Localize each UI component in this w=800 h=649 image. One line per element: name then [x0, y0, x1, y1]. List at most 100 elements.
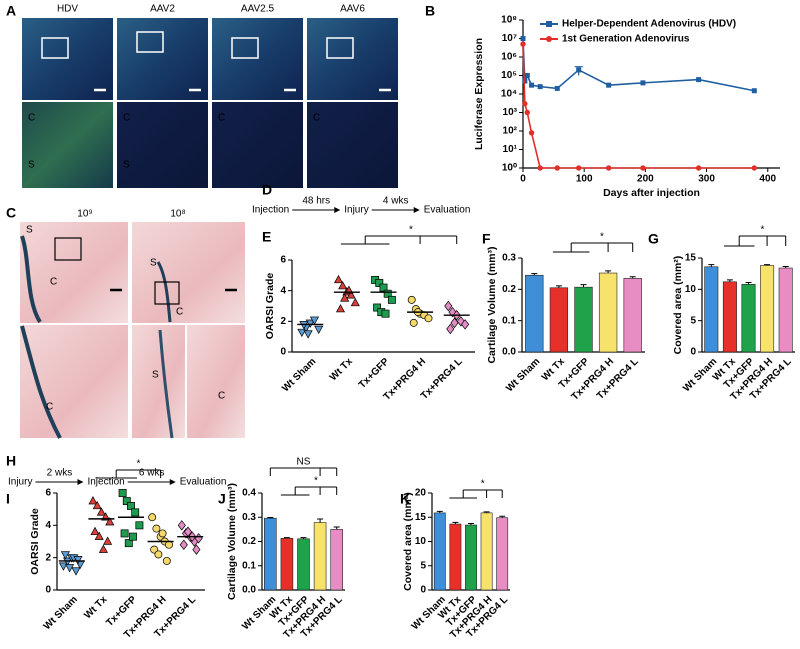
legend-label: Helper-Dependent Adenovirus (HDV): [562, 19, 736, 30]
image-title: AAV6: [340, 4, 365, 15]
error-bar: [605, 270, 612, 274]
y-axis-label: Covered area (mm²): [402, 492, 414, 591]
data-point: [696, 77, 702, 83]
inset-box: [326, 37, 354, 59]
y-tick-label: 20: [415, 488, 427, 499]
y-tick-label: 4: [45, 520, 51, 531]
data-point: [407, 295, 416, 304]
tissue-label: C: [123, 113, 130, 124]
significance-label: NS: [297, 457, 311, 468]
scheme-step: Injury: [344, 205, 368, 216]
y-tick-label: 10¹: [503, 144, 518, 155]
data-point: [373, 303, 382, 312]
data-point: [92, 500, 102, 510]
significance-bracket: [723, 235, 787, 247]
inset-box: [41, 37, 69, 59]
data-point: [444, 300, 453, 312]
y-tick-label: 10⁸: [501, 15, 517, 26]
y-tick-label: 10: [415, 536, 427, 547]
micrograph: [20, 222, 128, 323]
bar: [264, 517, 277, 591]
y-tick-label: 10³: [503, 107, 518, 118]
inset-box: [136, 31, 164, 53]
data-point: [524, 109, 530, 116]
significance-label: *: [409, 225, 413, 236]
data-point: [446, 323, 455, 335]
tissue-label: C: [313, 113, 320, 124]
y-tick-label: 0.2: [502, 284, 516, 295]
error-bar: [333, 526, 340, 530]
data-point: [124, 539, 133, 548]
data-point: [65, 564, 75, 573]
data-point: [606, 82, 612, 88]
bar: [465, 524, 477, 591]
error-bar: [580, 284, 587, 288]
y-tick-label: 5: [690, 315, 696, 326]
data-point: [554, 85, 560, 91]
scheme-step: Injection: [87, 477, 124, 488]
bar: [722, 281, 737, 353]
image-title: AAV2.5: [241, 4, 275, 15]
data-point: [528, 130, 535, 136]
data-point: [96, 507, 106, 516]
significance-bracket: [280, 486, 338, 496]
micrograph: [22, 18, 113, 100]
data-point: [131, 508, 140, 517]
bar: [330, 529, 343, 591]
data-point: [309, 316, 320, 325]
data-point: [192, 544, 201, 555]
scheme-step: Evaluation: [424, 205, 471, 216]
inset-box: [231, 37, 259, 59]
inset-box: [54, 237, 82, 261]
scheme-step: Injection: [252, 205, 289, 216]
data-point: [529, 82, 535, 88]
data-point: [90, 526, 100, 536]
data-point: [105, 517, 115, 526]
tissue-label: C: [218, 113, 225, 124]
data-point: [158, 529, 167, 538]
panel-label: G: [648, 231, 659, 247]
data-point: [152, 524, 161, 533]
significance-label: *: [481, 479, 485, 490]
inset-box: [154, 281, 180, 305]
x-tick-label: 200: [637, 174, 654, 185]
data-point: [409, 318, 418, 327]
stain: [156, 261, 172, 323]
significance-bracket: [269, 467, 338, 476]
data-point: [424, 314, 433, 323]
panel-label: K: [400, 491, 410, 507]
data-point: [751, 88, 757, 94]
x-tick-label: Wt Sham: [280, 356, 318, 394]
data-point: [314, 325, 324, 335]
data-point: [575, 165, 582, 171]
data-point: [73, 556, 83, 565]
micrograph: [117, 18, 208, 100]
scheme-arrowhead: [334, 207, 341, 213]
stain: [20, 325, 62, 439]
y-tick-label: 0.3: [502, 253, 516, 264]
y-tick-label: 10⁵: [501, 70, 517, 81]
bar: [449, 523, 462, 591]
data-point: [58, 562, 68, 571]
panel-label: A: [6, 3, 16, 19]
y-tick-label: 0.2: [242, 536, 256, 547]
stain: [20, 235, 42, 324]
data-point: [135, 521, 144, 530]
scheme-step: Evaluation: [180, 477, 227, 488]
data-point: [299, 321, 309, 330]
data-point: [524, 73, 530, 78]
data-point: [165, 540, 173, 549]
error-bar: [555, 285, 562, 288]
significance-bracket: [449, 489, 503, 499]
data-point: [695, 165, 702, 171]
micrograph: [22, 102, 113, 188]
significance-label: *: [314, 476, 318, 487]
data-point: [122, 497, 131, 506]
image-title: 10⁹: [77, 209, 92, 220]
data-point: [162, 556, 171, 565]
y-tick-label: 5: [420, 560, 426, 571]
error-bar: [726, 279, 733, 282]
tissue-label: S: [123, 160, 130, 171]
data-point: [340, 293, 350, 302]
